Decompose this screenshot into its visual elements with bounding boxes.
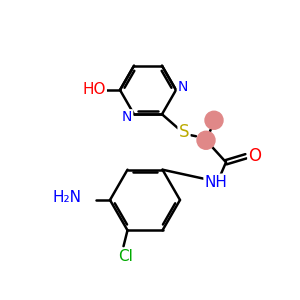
Text: HO: HO xyxy=(82,82,106,98)
Text: NH: NH xyxy=(205,175,227,190)
Text: O: O xyxy=(248,147,262,165)
Text: S: S xyxy=(179,123,189,141)
Text: Cl: Cl xyxy=(118,249,133,264)
Text: N: N xyxy=(178,80,188,94)
Circle shape xyxy=(197,131,215,149)
Circle shape xyxy=(205,111,223,129)
Text: N: N xyxy=(122,110,132,124)
Text: H₂N: H₂N xyxy=(53,190,82,206)
